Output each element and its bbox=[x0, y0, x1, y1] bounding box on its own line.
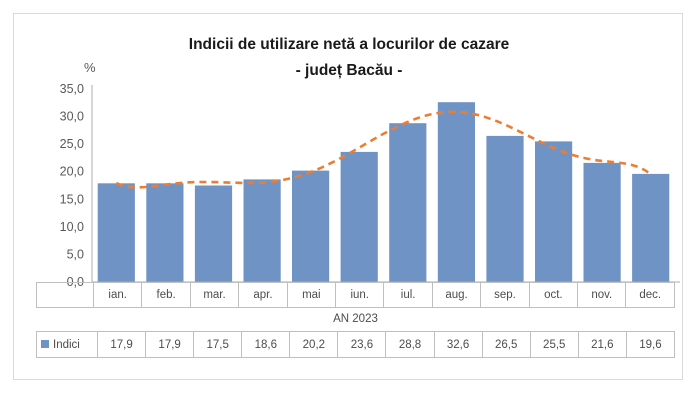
svg-text:25,0: 25,0 bbox=[60, 137, 84, 151]
svg-text:15,0: 15,0 bbox=[60, 192, 84, 206]
svg-text:20,0: 20,0 bbox=[60, 165, 84, 179]
svg-text:5,0: 5,0 bbox=[67, 247, 84, 261]
svg-text:35,0: 35,0 bbox=[60, 82, 84, 96]
svg-text:%: % bbox=[84, 60, 96, 75]
svg-text:30,0: 30,0 bbox=[60, 110, 84, 124]
svg-text:10,0: 10,0 bbox=[60, 220, 84, 234]
